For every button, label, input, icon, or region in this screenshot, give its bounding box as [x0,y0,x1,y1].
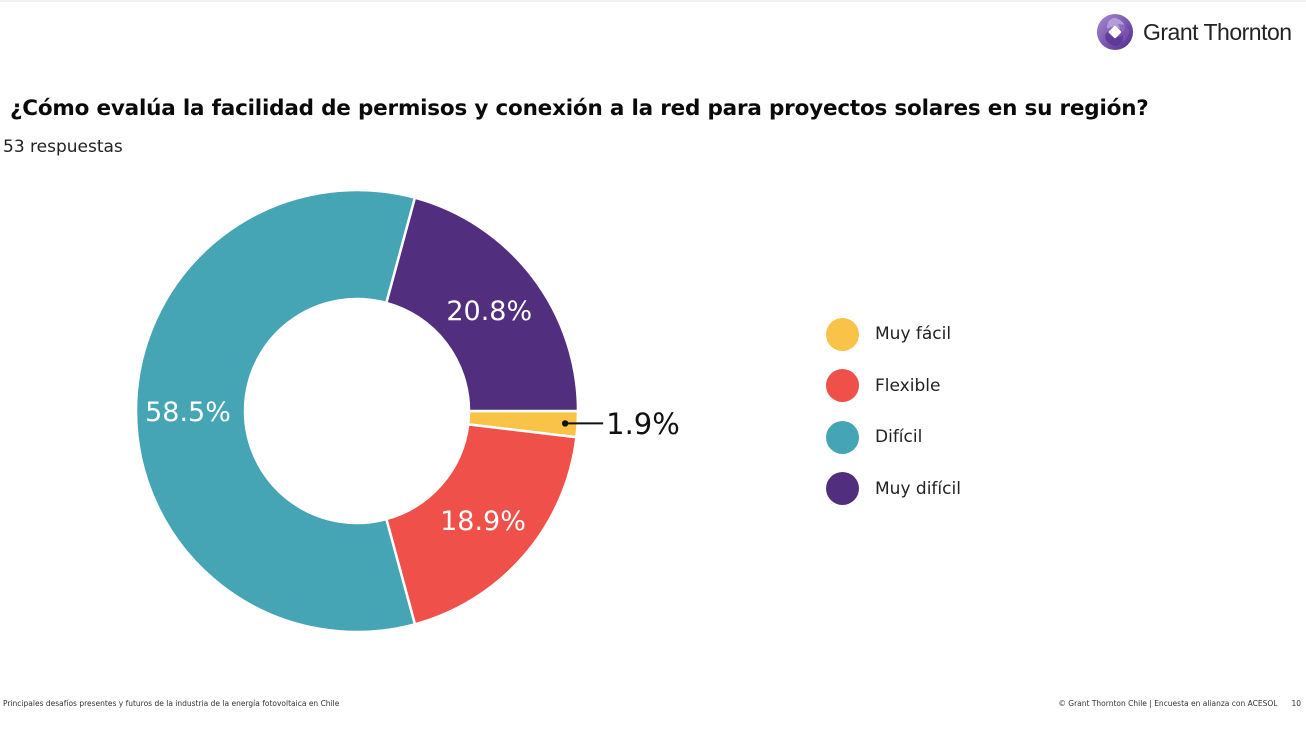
top-border [0,0,1306,2]
legend-swatch-icon [826,369,859,402]
footer-credits: © Grant Thornton Chile | Encuesta en ali… [1058,699,1301,708]
legend-item-muy-dificil[interactable]: Muy difícil [826,472,961,506]
legend-label: Difícil [875,427,923,447]
legend-label: Flexible [875,375,941,396]
donut-slices [134,188,580,634]
grant-thornton-swirl-icon [1096,13,1134,51]
legend-swatch-icon [826,420,859,454]
legend-item-dificil[interactable]: Difícil [826,420,961,454]
legend-swatch-icon [826,472,859,505]
footer-copyright: © Grant Thornton Chile | Encuesta en ali… [1058,699,1278,708]
donut-slice-dificil[interactable] [134,188,417,634]
legend-item-flexible[interactable]: Flexible [826,369,961,403]
data-label-dificil: 58.5% [145,397,231,428]
response-count: 53 respuestas [3,137,123,157]
footer-report-title: Principales desafíos presentes y futuros… [3,699,340,708]
legend-label: Muy difícil [875,478,961,499]
legend-label: Muy fácil [875,324,952,344]
chart-legend: Muy fácil Flexible Difícil Muy difícil [826,317,961,523]
data-label-muy-dificil: 20.8% [446,296,532,327]
page-number: 10 [1291,699,1301,708]
brand-logo: Grant Thornton [1096,13,1292,51]
data-label-muy-facil: 1.9% [606,407,680,441]
chart-title: ¿Cómo evalúa la facilidad de permisos y … [10,96,1149,121]
donut-slice-muy-dificil[interactable] [385,196,580,413]
brand-name: Grant Thornton [1143,18,1292,45]
donut-labels: 1.9% 18.9% 58.5% 20.8% [145,296,680,537]
legend-item-muy-facil[interactable]: Muy fácil [826,317,961,351]
legend-swatch-icon [826,317,859,351]
donut-slice-flexible[interactable] [385,423,578,626]
data-label-flexible: 18.9% [440,506,526,537]
